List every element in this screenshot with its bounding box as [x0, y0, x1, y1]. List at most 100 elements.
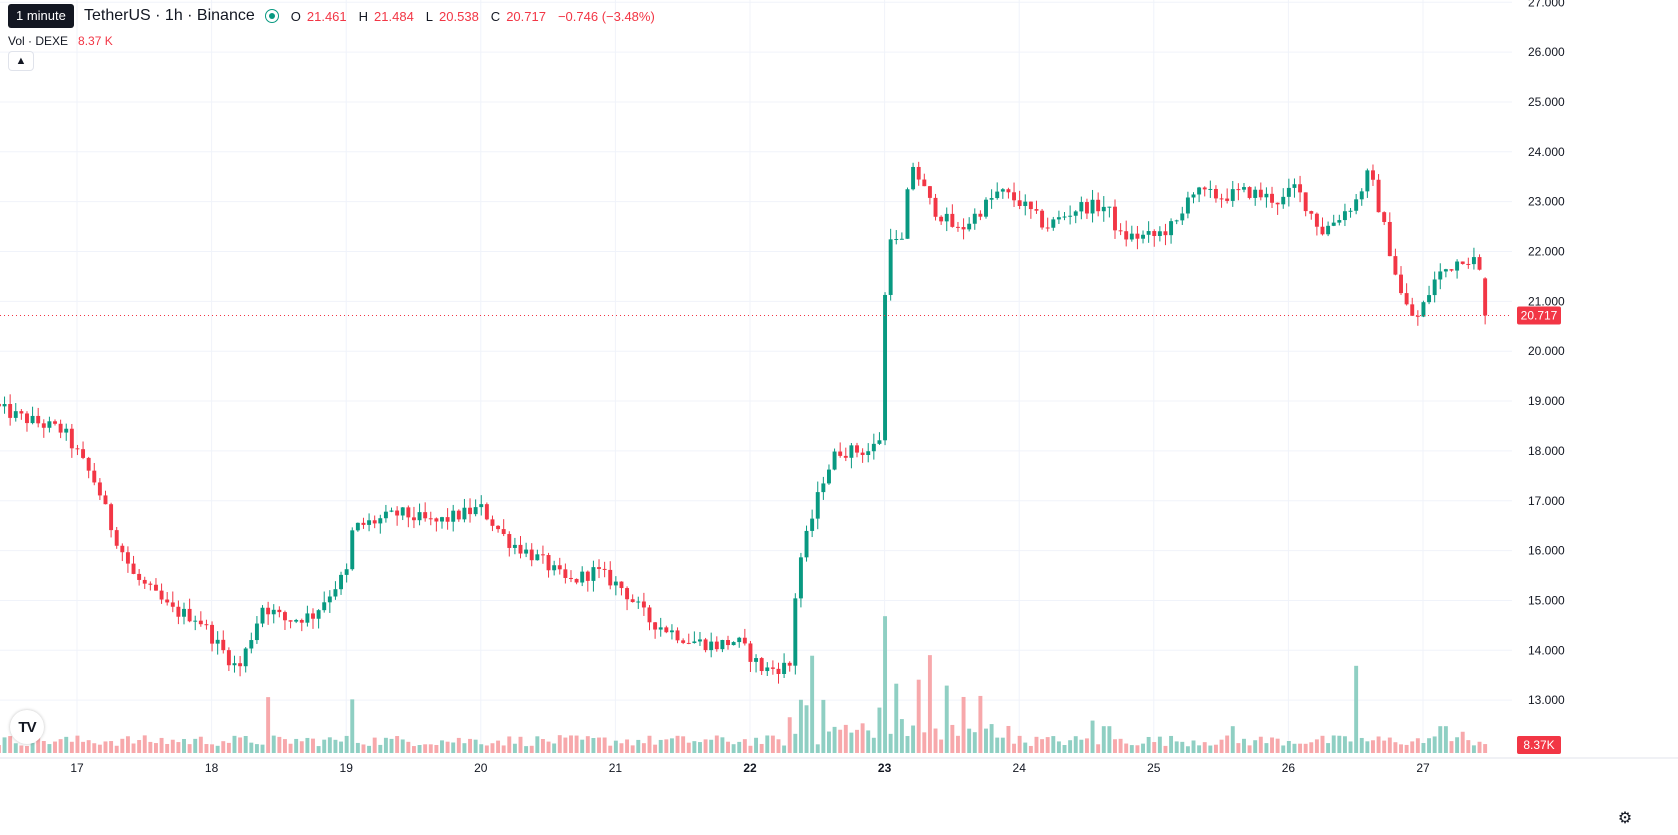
candle-body	[1477, 257, 1482, 270]
candle-body	[1141, 234, 1145, 239]
volume-bar	[737, 741, 742, 753]
candle-body	[731, 642, 736, 646]
candle-body	[793, 598, 798, 666]
volume-bar	[462, 743, 467, 753]
volume-bar	[282, 739, 287, 753]
volume-bar	[1438, 726, 1443, 753]
candle-body	[1191, 194, 1196, 198]
price-axis[interactable]: 13.000 14.000 15.000 16.000 17.000 18.000 19.0…	[1517, 0, 1565, 754]
volume-bar	[1382, 740, 1387, 753]
candle-body	[30, 415, 35, 424]
volume-bar	[1309, 742, 1314, 753]
volume-bar	[1264, 743, 1269, 753]
volume-bar	[400, 739, 405, 753]
candle-body	[176, 606, 181, 617]
volume-bar	[1376, 736, 1381, 753]
candle-body	[832, 451, 837, 470]
volume-bar	[1410, 741, 1415, 753]
candle-body	[967, 223, 972, 230]
candle-body	[1118, 230, 1123, 232]
volume-bar	[64, 736, 69, 753]
candle-body	[529, 549, 534, 561]
candle-body	[417, 512, 422, 521]
candle-body	[647, 607, 652, 623]
volume-bar	[75, 735, 80, 753]
candle-body	[187, 608, 192, 622]
volume-bar	[1354, 665, 1359, 753]
volume-bar	[125, 736, 130, 753]
candle-body	[25, 413, 29, 424]
y-tick-label: 22.000	[1528, 245, 1565, 259]
volume-bar	[311, 738, 315, 753]
candle-body	[512, 544, 517, 548]
y-tick-label: 21.000	[1528, 294, 1565, 308]
volume-bar	[383, 737, 388, 753]
candle-body	[243, 648, 248, 667]
candle-body	[125, 552, 130, 564]
candle-body	[597, 567, 601, 569]
candle-body	[238, 663, 243, 667]
volume-bar	[1230, 726, 1235, 753]
candle-body	[613, 581, 618, 586]
gear-icon[interactable]: ⚙	[1617, 810, 1633, 827]
candle-body	[1157, 231, 1162, 237]
candle-body	[1213, 188, 1218, 199]
volume-bar	[1062, 745, 1067, 753]
volume-bar	[827, 731, 831, 753]
candle-body	[714, 641, 719, 650]
volume-bar	[238, 737, 243, 753]
candle-body	[445, 517, 450, 522]
candle-body	[1242, 187, 1246, 190]
volume-bar	[1253, 740, 1258, 753]
volume-bar	[1146, 736, 1151, 753]
y-tick-label: 15.000	[1528, 593, 1565, 607]
volume-bar	[1197, 745, 1202, 753]
volume-bar	[546, 741, 551, 753]
volume-bar	[1258, 736, 1263, 753]
volume-bar	[613, 740, 618, 753]
volume-bar	[58, 739, 63, 753]
candle-body	[669, 630, 674, 633]
candle-body	[843, 455, 848, 458]
candle-body	[372, 520, 377, 524]
candle-body	[585, 571, 590, 581]
candle-body	[1258, 189, 1263, 198]
volume-label[interactable]: Vol · DEXE	[8, 34, 69, 48]
volume-bar	[13, 743, 18, 753]
candle-body	[1359, 191, 1364, 200]
candle-body	[462, 507, 467, 520]
candle-body	[546, 555, 551, 571]
candle-body	[933, 197, 938, 217]
tradingview-logo-icon[interactable]: TV	[10, 710, 44, 744]
close-label: C	[490, 8, 501, 24]
symbol-title[interactable]: TetherUS · 1h · Binance	[84, 7, 255, 24]
candle-body	[591, 567, 596, 581]
volume-bar	[815, 744, 820, 753]
volume-bar	[361, 744, 366, 753]
candle-body	[720, 639, 725, 650]
candle-body	[254, 623, 259, 641]
volume-bar	[911, 725, 916, 753]
volume-bar	[1073, 736, 1078, 753]
candle-body	[552, 565, 557, 571]
last-price-tag	[1517, 306, 1561, 325]
candle-body	[737, 637, 742, 643]
volume-bar	[658, 739, 663, 753]
volume-bar	[277, 736, 282, 753]
volume-bar	[86, 740, 91, 753]
candle-body	[1056, 217, 1061, 220]
volume-bar	[434, 744, 439, 753]
candle-body	[1219, 198, 1224, 200]
volume-bar	[97, 744, 102, 753]
volume-bar	[664, 739, 669, 753]
market-status-icon[interactable]	[264, 9, 279, 23]
candle-body	[355, 522, 360, 531]
candle-body	[866, 451, 871, 456]
volume-bar	[0, 745, 1, 753]
candle-body	[911, 166, 916, 190]
collapse-legend-button[interactable]: ▲	[8, 51, 34, 71]
candle-body	[939, 216, 944, 222]
candle-body	[1152, 231, 1157, 237]
time-axis[interactable]: 17 18 19 20 21 22 23 24 25 26 27	[0, 757, 1678, 775]
